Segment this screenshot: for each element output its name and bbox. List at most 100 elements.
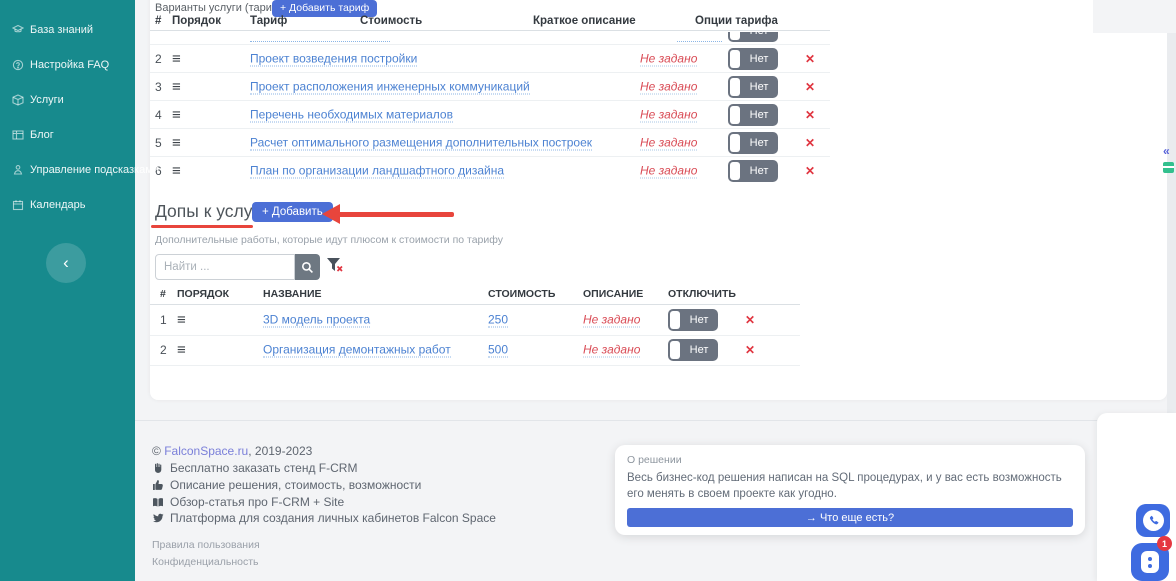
main-content-card <box>150 0 1167 400</box>
sidebar-collapse-button[interactable]: ‹ <box>46 243 86 283</box>
tariff-toggle[interactable]: Нет <box>728 47 778 70</box>
tariffs-section-label: Варианты услуги (тарифы) <box>155 2 293 14</box>
tariff-desc-value[interactable]: Не задано <box>640 107 698 122</box>
sidebar-item-services[interactable]: Услуги <box>12 94 64 106</box>
popup-body-text: Весь бизнес-код решения написан на SQL п… <box>627 472 1062 500</box>
drag-handle-icon[interactable]: ≡ <box>177 311 186 329</box>
drag-handle-icon[interactable]: ≡ <box>172 106 181 123</box>
footer-link-review-article[interactable]: Обзор-статья про F-CRM + Site <box>152 495 344 509</box>
footer-link-platform[interactable]: Платформа для создания личных кабинетов … <box>152 511 496 525</box>
tariff-toggle-clipped[interactable]: Нет <box>728 32 778 42</box>
sidebar-item-tips[interactable]: Управление подсказками <box>12 164 159 176</box>
toggle-label: Нет <box>689 314 709 326</box>
drag-handle-icon[interactable]: ≡ <box>172 50 181 67</box>
row-number: 1 <box>160 313 167 327</box>
annotation-arrow-head <box>322 204 340 224</box>
toggle-label: Нет <box>749 80 769 93</box>
delete-row-icon[interactable]: ✕ <box>805 107 816 122</box>
annotation-red-underline <box>151 225 253 228</box>
delete-row-icon[interactable]: ✕ <box>805 51 816 66</box>
sidebar-item-calendar[interactable]: Календарь <box>12 199 86 211</box>
toggle-label: Нет <box>689 344 709 356</box>
sidebar-item-blog[interactable]: Блог <box>12 129 54 141</box>
sidebar-item-label: Управление подсказками <box>30 164 159 176</box>
tariff-toggle[interactable]: Нет <box>728 131 778 154</box>
tariff-name-link[interactable]: Проект расположения инженерных коммуника… <box>250 79 530 94</box>
addon-desc-value[interactable]: Не задано <box>583 312 641 328</box>
tariff-toggle[interactable]: Нет <box>728 159 778 182</box>
table-row: 2 ≡ Организация демонтажных работ 500 Не… <box>150 335 800 365</box>
footer-link-order-stand[interactable]: Бесплатно заказать стенд F-CRM <box>152 461 357 475</box>
phone-icon <box>1142 510 1164 531</box>
add-tariff-button[interactable]: + Добавить тариф <box>272 0 378 17</box>
addon-name-link[interactable]: 3D модель проекта <box>263 312 371 328</box>
toggle-knob <box>670 311 680 329</box>
drag-handle-icon[interactable]: ≡ <box>172 134 181 151</box>
toggle-knob <box>670 341 680 359</box>
tariff-toggle[interactable]: Нет <box>728 103 778 126</box>
addon-desc-value[interactable]: Не задано <box>583 342 641 358</box>
tariff-desc-value[interactable]: Не задано <box>640 135 698 150</box>
delete-row-icon[interactable]: ✕ <box>745 343 756 357</box>
tariff-name-link[interactable]: План по организации ландшафтного дизайна <box>250 163 505 178</box>
delete-row-icon[interactable]: ✕ <box>805 163 816 178</box>
column-header-order: Порядок <box>172 15 221 27</box>
tariff-name-link[interactable]: Перечень необходимых материалов <box>250 107 453 122</box>
column-header-num: # <box>155 15 162 27</box>
sidebar-item-label: Блог <box>30 129 54 141</box>
toggle-label: Нет <box>749 108 769 121</box>
table-settings-icon[interactable] <box>1163 162 1174 173</box>
footer-link-label: Обзор-статья про F-CRM + Site <box>170 495 345 509</box>
collapse-panel-chevrons-icon[interactable]: « <box>1163 144 1170 158</box>
addon-toggle[interactable]: Нет <box>668 309 718 331</box>
footer-privacy-link[interactable]: Конфиденциальность <box>152 556 259 568</box>
tariffs-table-header: # Порядок Тариф Стоимость Краткое описан… <box>150 15 830 31</box>
drag-handle-icon[interactable]: ≡ <box>177 341 186 359</box>
what-else-button[interactable]: → Что еще есть? <box>627 508 1073 527</box>
copyright-symbol: © <box>152 444 165 458</box>
hand-icon <box>155 463 162 473</box>
search-icon <box>302 261 313 273</box>
addon-name-link[interactable]: Организация демонтажных работ <box>263 342 451 358</box>
tariff-name-field-clipped[interactable] <box>250 41 390 42</box>
drag-handle-icon[interactable]: ≡ <box>172 162 181 179</box>
copyright-years: , 2019-2023 <box>248 444 313 458</box>
table-row: 6 ≡ План по организации ландшафтного диз… <box>150 156 830 184</box>
drag-handle-icon[interactable]: ≡ <box>172 78 181 95</box>
footer-terms-link[interactable]: Правила пользования <box>152 539 260 551</box>
table-divider <box>150 365 800 366</box>
chevron-left-icon: ‹ <box>63 253 69 272</box>
addon-toggle[interactable]: Нет <box>668 339 718 361</box>
footer-link-description[interactable]: Описание решения, стоимость, возможности <box>152 478 421 492</box>
tariff-toggle[interactable]: Нет <box>728 75 778 98</box>
add-addon-button[interactable]: + Добавить <box>252 202 333 222</box>
search-input[interactable] <box>155 254 295 280</box>
toggle-label: Нет <box>749 164 769 177</box>
delete-row-icon[interactable]: ✕ <box>745 313 756 327</box>
tariff-desc-value[interactable]: Не задано <box>640 51 698 66</box>
page-scroll-gutter[interactable] <box>1167 0 1176 581</box>
tariff-desc-value[interactable]: Не задано <box>640 79 698 94</box>
tips-user-icon <box>13 165 23 175</box>
search-button[interactable] <box>295 254 320 280</box>
clear-filter-button[interactable] <box>327 258 344 278</box>
addon-price-value[interactable]: 500 <box>488 342 509 358</box>
column-header-desc: ОПИСАНИЕ <box>583 288 644 300</box>
falconspace-link[interactable]: FalconSpace.ru <box>164 444 249 458</box>
row-number: 2 <box>155 51 162 66</box>
tariff-name-link[interactable]: Проект возведения постройки <box>250 51 418 66</box>
tariff-desc-value[interactable]: Не задано <box>640 163 698 178</box>
addon-price-value[interactable]: 250 <box>488 312 509 328</box>
delete-row-icon[interactable]: ✕ <box>805 135 816 150</box>
delete-row-icon[interactable]: ✕ <box>805 79 816 94</box>
column-header-name: НАЗВАНИЕ <box>263 288 322 300</box>
tariff-desc-field-clipped[interactable] <box>677 41 722 42</box>
callback-widget-button[interactable] <box>1136 504 1170 537</box>
chat-widget-button[interactable] <box>1131 543 1169 581</box>
sidebar-item-knowledge-base[interactable]: База знаний <box>12 24 93 36</box>
toggle-label: Нет <box>749 52 769 65</box>
sidebar-item-faq[interactable]: Настройка FAQ <box>12 59 109 71</box>
tariff-name-link[interactable]: Расчет оптимального размещения дополните… <box>250 135 593 150</box>
sidebar-item-label: База знаний <box>30 24 94 36</box>
